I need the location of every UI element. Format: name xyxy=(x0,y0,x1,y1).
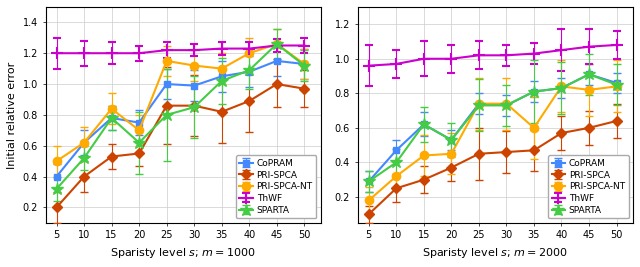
Legend: CoPRAM, PRI-SPCA, PRI-SPCA-NT, ThWF, SPARTA: CoPRAM, PRI-SPCA, PRI-SPCA-NT, ThWF, SPA… xyxy=(236,155,316,218)
Y-axis label: Initial relative error: Initial relative error xyxy=(7,61,17,168)
X-axis label: Sparisty level $s$; $m = 2000$: Sparisty level $s$; $m = 2000$ xyxy=(422,246,568,260)
Legend: CoPRAM, PRI-SPCA, PRI-SPCA-NT, ThWF, SPARTA: CoPRAM, PRI-SPCA, PRI-SPCA-NT, ThWF, SPA… xyxy=(548,155,628,218)
X-axis label: Sparisty level $s$; $m = 1000$: Sparisty level $s$; $m = 1000$ xyxy=(110,246,256,260)
